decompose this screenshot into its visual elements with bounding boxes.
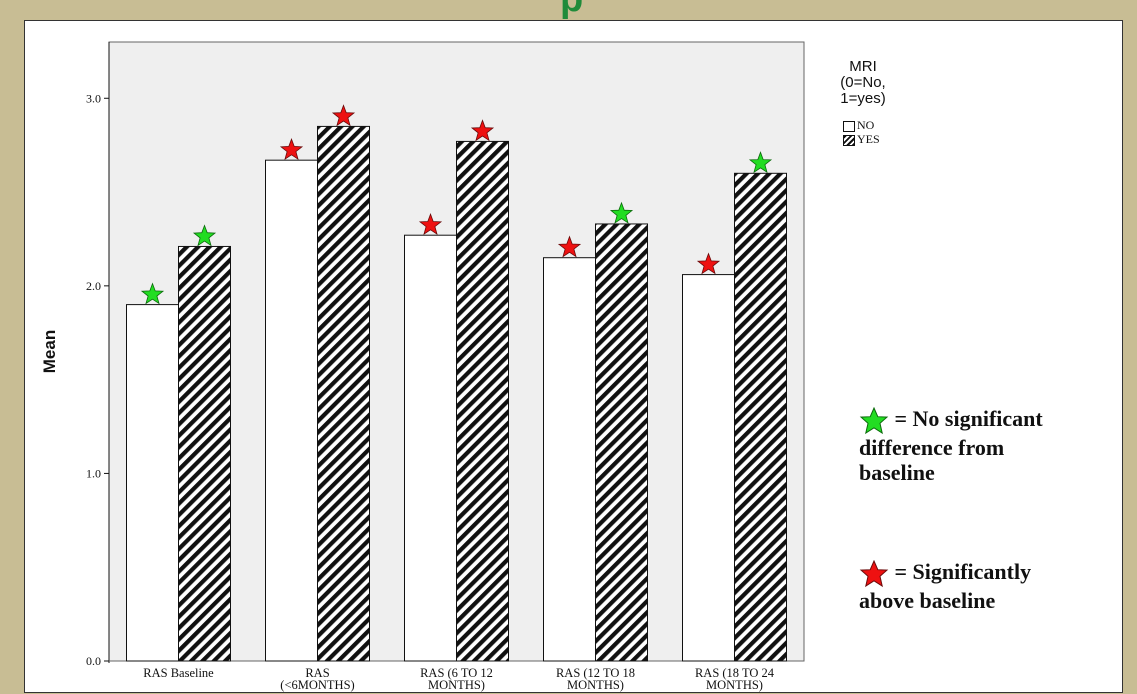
bar-yes [456,140,509,662]
bar-yes [317,125,370,662]
green-note-text: = No significant [894,406,1043,431]
green-star-icon [859,406,889,435]
red-note-text: = Significantly [894,559,1032,584]
bar-no [265,159,318,662]
green-star-marker [192,224,217,247]
legend-title-line: (0=No, [840,74,886,91]
bar-yes [734,172,787,662]
chart-panel: 0.0 1.0 2.0 3.0 Mean RAS Baseline RAS (<6MONTHS… [24,20,1123,693]
red-note-line: above baseline [859,587,996,613]
green-note-line: difference from [859,434,1005,460]
bar-no [543,257,596,662]
bar-yes [178,245,231,662]
legend-label-no: NO [857,118,875,132]
header-title-fragment: p [560,0,583,20]
red-star-marker [331,104,356,127]
bar-yes [595,223,648,662]
legend-title-line: MRI [849,58,877,75]
x-tick-label: RAS (18 TO 24 [695,666,775,680]
red-star-marker [418,213,443,236]
legend-swatch-no [843,120,855,132]
x-tick-label: MONTHS) [706,678,763,692]
legend-label-yes: YES [857,132,880,146]
y-tick-label: 2.0 [86,279,101,293]
green-star-marker [748,151,773,174]
green-star-note: = No significant difference from baselin… [859,406,1043,486]
red-star-marker [279,138,304,161]
y-tick-label: 1.0 [86,466,101,480]
bar-no [682,274,735,662]
green-note-line: baseline [859,460,935,486]
x-tick-label: MONTHS) [428,678,485,692]
x-tick-label: RAS [305,666,329,680]
y-tick-label: 0.0 [86,654,101,668]
legend-title: MRI (0=No, 1=yes) [833,59,893,107]
legend-item-yes: YES [843,133,880,146]
red-star-marker [696,252,721,275]
y-tick-label: 3.0 [86,91,101,105]
red-star-icon [859,559,889,588]
green-star-marker [140,282,165,305]
legend-swatch-yes [843,134,855,146]
green-note-line: = No significant [859,406,1043,435]
legend-title-line: 1=yes) [840,90,886,107]
red-note-line: = Significantly [859,559,1031,588]
y-axis-label: Mean [40,330,59,373]
x-tick-label: RAS (12 TO 18 [556,666,635,680]
green-star-marker [609,201,634,224]
x-tick-label: RAS Baseline [143,666,214,680]
x-tick-label: MONTHS) [567,678,624,692]
header-strip: p [0,0,1137,20]
x-tick-label: (<6MONTHS) [280,678,354,692]
bar-no [126,304,179,662]
red-star-marker [470,119,495,142]
red-star-marker [557,235,582,258]
x-tick-label: RAS (6 TO 12 [420,666,493,680]
bar-no [404,234,457,662]
red-star-note: = Significantly above baseline [859,559,1031,613]
bar-chart: 0.0 1.0 2.0 3.0 Mean RAS Baseline RAS(<6MONTHS… [40,41,805,692]
legend-item-no: NO [843,119,874,132]
